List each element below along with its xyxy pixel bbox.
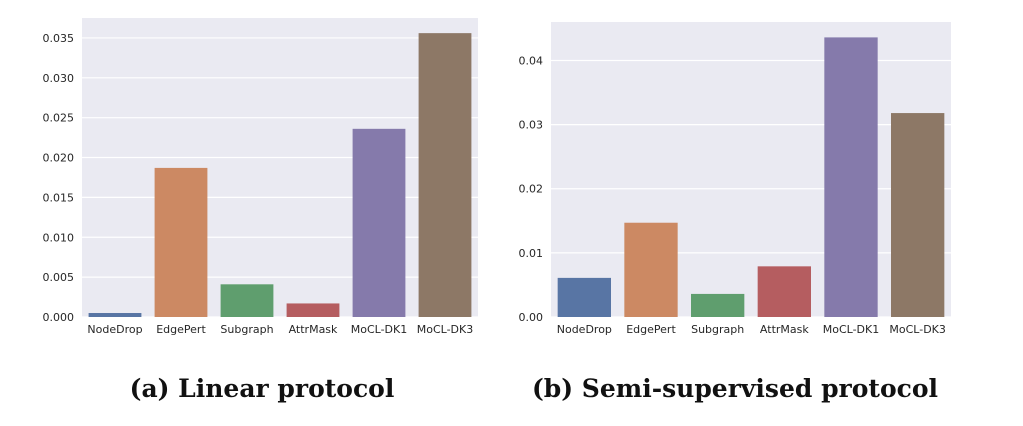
x-tick-label: NodeDrop xyxy=(87,323,142,336)
y-tick-label: 0.02 xyxy=(519,183,544,196)
bar-nodedrop xyxy=(557,277,611,317)
bar-mocl-dk1 xyxy=(352,128,406,317)
y-tick-label: 0.035 xyxy=(43,32,75,45)
bar-nodedrop xyxy=(88,313,142,317)
panel-a: 0.000 0.005 0.010 0.015 0.020 0.025 0.030 0.035… xyxy=(43,18,478,336)
y-tick-label: 0.015 xyxy=(43,191,75,204)
caption-a: (a) Linear protocol xyxy=(130,374,395,403)
y-tick-label: 0.010 xyxy=(43,231,75,244)
bar-subgraph xyxy=(220,284,274,317)
x-tick-label: NodeDrop xyxy=(557,323,612,336)
y-tick-label: 0.025 xyxy=(43,112,75,125)
x-tick-label: Subgraph xyxy=(220,323,273,336)
bar-attrmask xyxy=(286,303,340,317)
bar-edgepert xyxy=(154,167,208,317)
x-tick-label: MoCL-DK1 xyxy=(823,323,880,336)
bar-mocl-dk3 xyxy=(418,33,472,318)
y-tick-label: 0.030 xyxy=(43,72,75,85)
y-tick-label: 0.020 xyxy=(43,152,75,165)
plot-background xyxy=(551,22,951,317)
panel-b: 0.00 0.01 0.02 0.03 0.04 NodeDrop EdgePert Subg… xyxy=(519,22,951,336)
bar-subgraph xyxy=(691,293,745,317)
caption-b: (b) Semi-supervised protocol xyxy=(532,374,938,403)
x-tick-label: EdgePert xyxy=(156,323,206,336)
x-tick-label: MoCL-DK3 xyxy=(889,323,946,336)
y-tick-label: 0.01 xyxy=(519,247,544,260)
x-tick-label: EdgePert xyxy=(626,323,676,336)
x-tick-label: Subgraph xyxy=(691,323,744,336)
y-tick-label: 0.03 xyxy=(519,119,544,132)
x-tick-label: AttrMask xyxy=(289,323,338,336)
bar-mocl-dk1 xyxy=(824,37,878,318)
y-tick-label: 0.005 xyxy=(43,271,75,284)
x-tick-label: AttrMask xyxy=(760,323,809,336)
bar-attrmask xyxy=(757,266,811,317)
y-tick-label: 0.04 xyxy=(519,54,544,67)
x-tick-label: MoCL-DK1 xyxy=(351,323,408,336)
x-tick-label: MoCL-DK3 xyxy=(417,323,474,336)
y-tick-label: 0.00 xyxy=(519,311,544,324)
y-tick-label: 0.000 xyxy=(43,311,75,324)
plot-background xyxy=(82,18,478,317)
bar-mocl-dk3 xyxy=(891,113,945,317)
bar-edgepert xyxy=(624,222,678,317)
